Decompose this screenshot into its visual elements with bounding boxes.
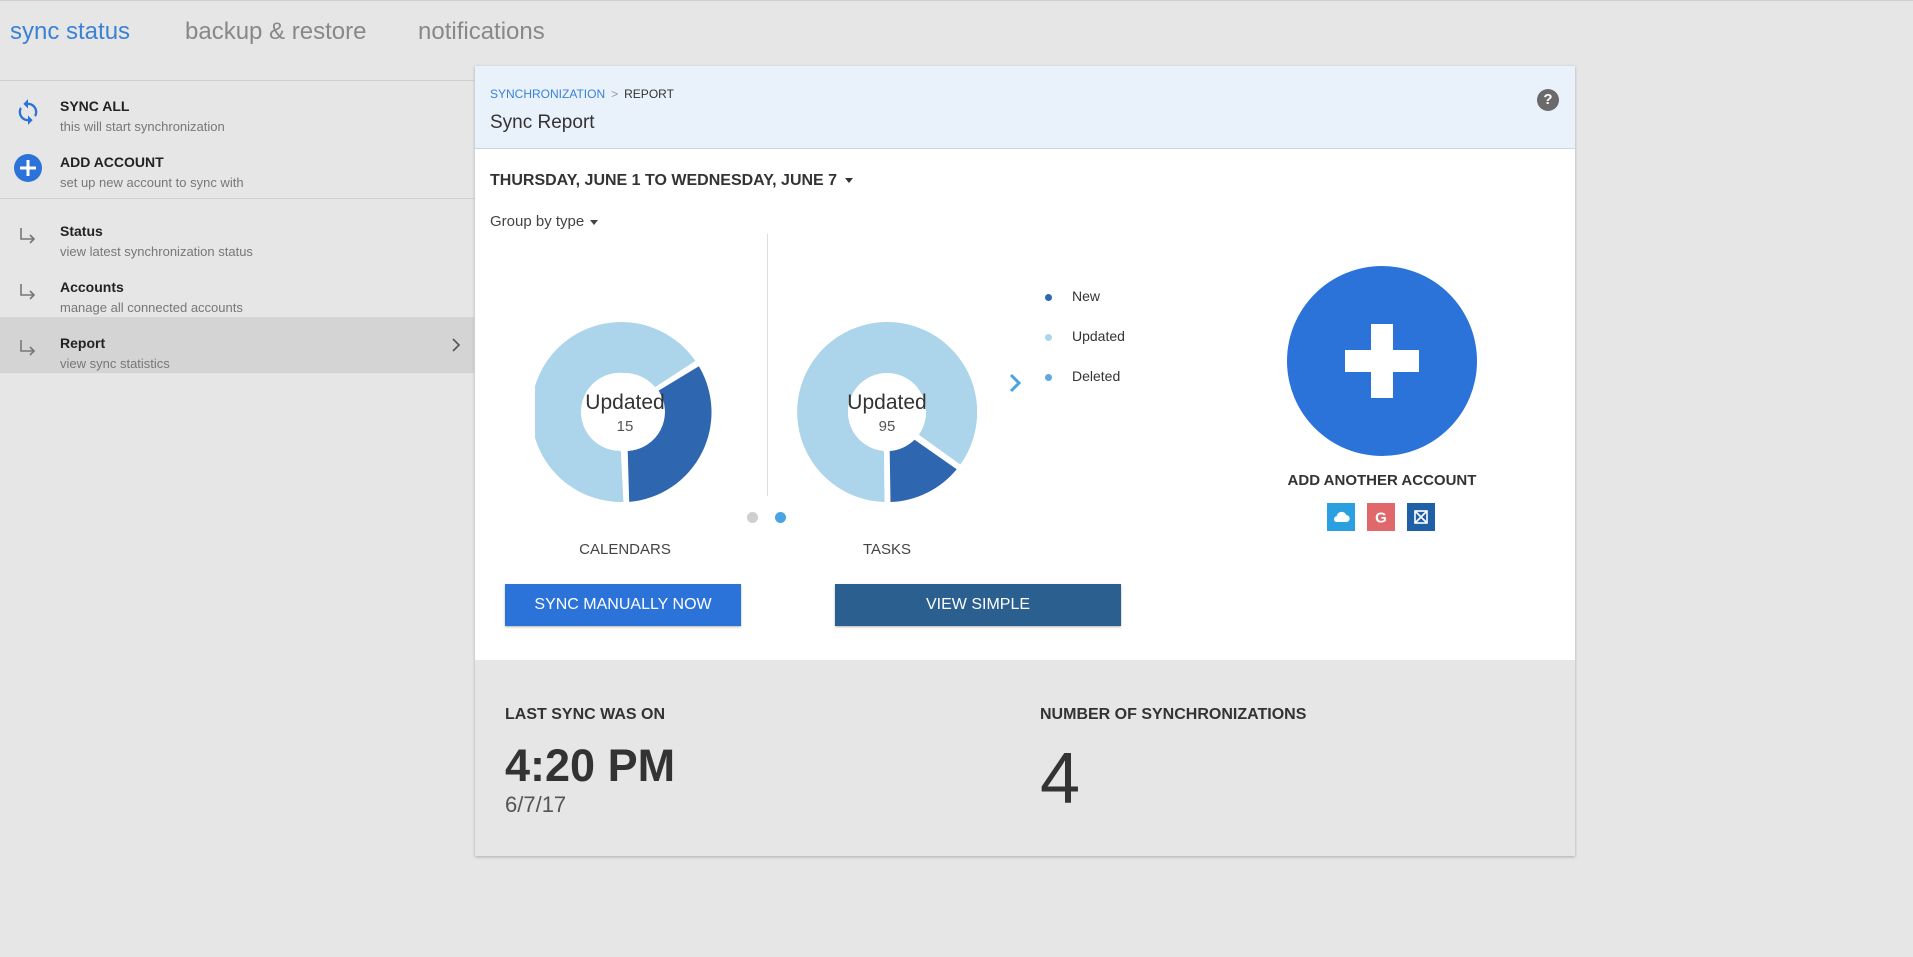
- page-title: Sync Report: [490, 112, 595, 133]
- tasks-caption: TASKS: [862, 541, 912, 558]
- sidebar-item-label: Status: [60, 223, 103, 239]
- sync-manually-button[interactable]: SYNC MANUALLY NOW: [505, 584, 741, 626]
- sync-all-title: SYNC ALL: [60, 98, 130, 114]
- breadcrumb-synchronization[interactable]: SYNCHRONIZATION: [490, 87, 606, 101]
- tasks-center-value: 95: [878, 418, 896, 435]
- add-account-button[interactable]: [1287, 266, 1477, 456]
- calendars-donut: [535, 322, 712, 502]
- carousel-dot-1[interactable]: [747, 512, 758, 523]
- calendars-center-value: 15: [616, 418, 634, 435]
- svg-text:G: G: [1375, 510, 1387, 527]
- calendars-center-label: Updated: [585, 391, 665, 414]
- tasks-updated-segment: [797, 322, 977, 502]
- tasks-center-label: Updated: [847, 391, 927, 414]
- subdirectory-arrow-icon: [20, 340, 36, 356]
- sidebar-item-report[interactable]: Report view sync statistics: [0, 317, 474, 373]
- calendars-updated-segment: [535, 322, 696, 502]
- calendars-caption: CALENDARS: [579, 541, 671, 558]
- calendars-new-segment: [627, 366, 712, 502]
- chart-area: Updated 15 CALENDARS Updated 95 TASKS: [475, 234, 1575, 558]
- carousel-dot-2[interactable]: [775, 512, 786, 523]
- chevron-right-icon: [452, 338, 461, 352]
- date-range-dropdown[interactable]: THURSDAY, JUNE 1 TO WEDNESDAY, JUNE 7: [490, 172, 854, 190]
- legend-dot: [1045, 334, 1052, 341]
- subdirectory-arrow-icon: [20, 228, 36, 244]
- add-another-account-label: ADD ANOTHER ACCOUNT: [1287, 472, 1477, 489]
- legend-label: New: [1072, 288, 1101, 304]
- sync-count-value: 4: [1040, 739, 1081, 819]
- sidebar: SYNC ALL this will start synchronization…: [0, 80, 474, 373]
- group-by-dropdown[interactable]: Group by type: [490, 213, 599, 230]
- caret-down-icon: [845, 178, 854, 184]
- tab-sync-status[interactable]: sync status: [10, 18, 131, 45]
- sync-count-label: NUMBER OF SYNCHRONIZATIONS: [1040, 706, 1307, 723]
- legend-dot: [1045, 294, 1052, 301]
- breadcrumb-current: REPORT: [624, 87, 674, 101]
- cloud-icon[interactable]: [1327, 503, 1355, 531]
- add-account-subtitle: set up new account to sync with: [60, 175, 244, 190]
- tasks-donut: [797, 322, 977, 502]
- help-icon[interactable]: ?: [1537, 89, 1559, 111]
- sync-stats-footer: LAST SYNC WAS ON 4:20 PM 6/7/17 NUMBER O…: [475, 660, 1575, 856]
- tasks-new-segment: [889, 439, 957, 502]
- sidebar-item-accounts[interactable]: Accounts manage all connected accounts: [0, 261, 474, 317]
- sync-all-subtitle: this will start synchronization: [60, 119, 225, 134]
- chart-divider: [767, 234, 768, 496]
- exchange-icon[interactable]: [1407, 503, 1435, 531]
- legend-dot: [1045, 374, 1052, 381]
- chevron-right-icon[interactable]: [1007, 371, 1023, 395]
- add-account-action[interactable]: ADD ACCOUNT set up new account to sync w…: [0, 136, 474, 192]
- sidebar-item-label: Report: [60, 335, 106, 351]
- sidebar-item-subtitle: view sync statistics: [60, 356, 170, 371]
- sync-all-action[interactable]: SYNC ALL this will start synchronization: [0, 80, 474, 136]
- top-tabs: sync status backup & restore notificatio…: [0, 0, 1913, 67]
- sidebar-divider: [0, 80, 474, 81]
- sidebar-item-subtitle: view latest synchronization status: [60, 244, 253, 259]
- last-sync-time: 4:20 PM: [505, 740, 676, 791]
- legend-label: Updated: [1072, 328, 1125, 344]
- sync-icon: [18, 99, 38, 125]
- tab-notifications[interactable]: notifications: [418, 18, 545, 45]
- add-account-title: ADD ACCOUNT: [60, 154, 164, 170]
- panel-header: SYNCHRONIZATION > REPORT Sync Report ?: [475, 66, 1575, 149]
- plus-circle-icon: [14, 154, 42, 182]
- caret-down-icon: [590, 219, 599, 225]
- sidebar-divider: [0, 198, 474, 199]
- view-simple-button[interactable]: VIEW SIMPLE: [835, 584, 1121, 626]
- subdirectory-arrow-icon: [20, 284, 36, 300]
- sidebar-item-label: Accounts: [60, 279, 124, 295]
- last-sync-label: LAST SYNC WAS ON: [505, 706, 666, 723]
- last-sync-date: 6/7/17: [505, 792, 567, 817]
- legend-label: Deleted: [1072, 368, 1121, 384]
- date-range-label: THURSDAY, JUNE 1 TO WEDNESDAY, JUNE 7: [490, 172, 838, 189]
- breadcrumb-separator: >: [611, 87, 619, 101]
- plus-icon: [1345, 350, 1419, 372]
- group-by-label: Group by type: [490, 213, 585, 230]
- sidebar-item-status[interactable]: Status view latest synchronization statu…: [0, 205, 474, 261]
- google-icon[interactable]: G: [1367, 503, 1395, 531]
- tab-backup-restore[interactable]: backup & restore: [185, 18, 367, 45]
- breadcrumb: SYNCHRONIZATION > REPORT: [490, 87, 674, 101]
- sync-report-panel: SYNCHRONIZATION > REPORT Sync Report ? THU…: [475, 66, 1575, 856]
- sidebar-item-subtitle: manage all connected accounts: [60, 300, 243, 315]
